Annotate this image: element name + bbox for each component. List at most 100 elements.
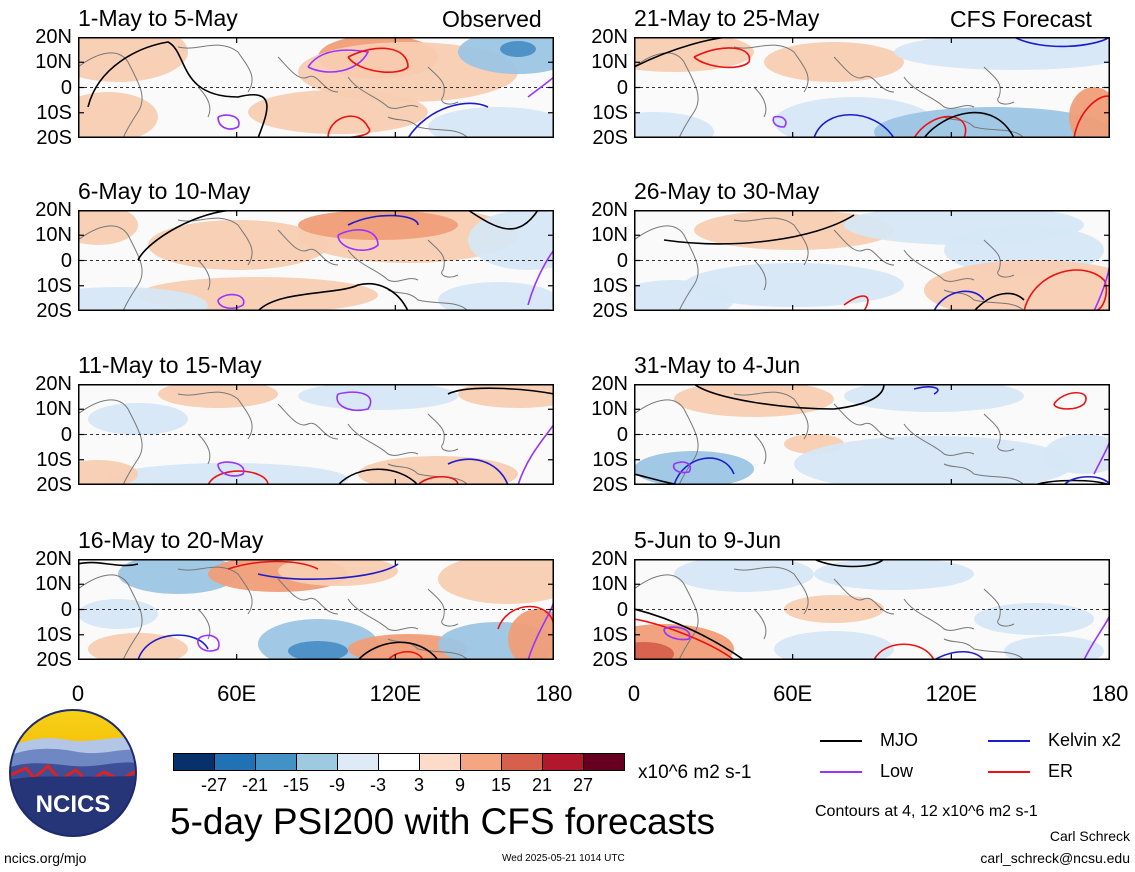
lat-label: 10N <box>35 224 72 247</box>
lat-label: 0 <box>616 423 628 446</box>
anomaly-fill <box>634 112 714 138</box>
lon-label: 60E <box>217 681 257 706</box>
colorbar-tick: 3 <box>413 775 424 795</box>
anomaly-map <box>634 37 1110 138</box>
colorbar-swatch <box>542 753 584 771</box>
anomaly-fill <box>634 37 754 72</box>
legend-line <box>820 771 862 773</box>
lat-label: 20N <box>591 373 628 395</box>
lat-label: 20N <box>591 548 628 570</box>
lat-label: 20N <box>591 26 628 48</box>
anomaly-fill <box>78 210 138 245</box>
wave-contour <box>663 214 855 245</box>
wave-contour <box>137 634 209 660</box>
lat-label: 10N <box>591 398 628 421</box>
footer-url[interactable]: ncics.org/mjo <box>4 850 87 866</box>
wave-contour <box>693 384 885 410</box>
lat-label: 20S <box>36 649 72 671</box>
legend-label: MJO <box>880 730 918 750</box>
anomaly-fill <box>358 456 518 485</box>
colorbar-swatch <box>378 753 420 771</box>
anomaly-map <box>78 37 554 138</box>
lat-label: 10N <box>591 573 628 596</box>
lon-label: 120E <box>925 681 978 706</box>
panel-title: 16-May to 20-May <box>78 527 264 553</box>
panel-title: 6-May to 10-May <box>78 178 251 204</box>
wave-contour <box>1053 392 1087 410</box>
anomaly-fill <box>148 220 328 270</box>
anomaly-fill <box>894 37 1110 70</box>
wave-contour <box>673 457 735 485</box>
wave-contour <box>693 47 751 69</box>
lat-label: 10S <box>592 274 628 297</box>
anomaly-fill <box>508 609 554 660</box>
wave-contour <box>843 295 869 311</box>
anomaly-fill <box>1069 87 1110 138</box>
legend-label: Kelvin x2 <box>1048 730 1122 750</box>
wave-contour <box>672 461 692 474</box>
lat-label: 20N <box>35 548 72 570</box>
panel-title: 31-May to 4-Jun <box>634 352 801 378</box>
lat-label: 20S <box>592 127 628 149</box>
lat-label: 20N <box>35 199 72 221</box>
colorbar-tick: -21 <box>241 775 268 795</box>
anomaly-fill <box>634 280 734 311</box>
wave-contour <box>813 114 895 138</box>
anomaly-map <box>78 210 554 311</box>
anomaly-fill <box>108 463 348 485</box>
lat-label: 10S <box>36 274 72 297</box>
anomaly-fill <box>1004 636 1104 660</box>
anomaly-fill <box>974 603 1094 635</box>
lat-label: 0 <box>616 598 628 621</box>
anomaly-map <box>634 384 1110 485</box>
wave-contour <box>1023 269 1108 311</box>
lat-label: 20S <box>592 649 628 671</box>
lat-label: 0 <box>60 423 72 446</box>
anomaly-fill <box>874 107 1110 138</box>
lon-label: 180 <box>1091 681 1129 706</box>
wave-contour <box>663 626 691 641</box>
lat-label: 10N <box>35 573 72 596</box>
footer-email[interactable]: carl_schreck@ncsu.edu <box>980 850 1130 866</box>
colorbar-swatch <box>583 753 625 771</box>
footer-author: Carl Schreck <box>1049 828 1130 844</box>
legend-label: ER <box>1048 761 1074 781</box>
logo-text: NCICS <box>36 791 111 818</box>
lat-label: 20S <box>36 474 72 496</box>
colorbar-swatch <box>214 753 256 771</box>
legend-line <box>820 740 862 742</box>
anomaly-map <box>634 210 1110 311</box>
lat-label: 10N <box>591 224 628 247</box>
colorbar-tick: 15 <box>490 775 512 795</box>
anomaly-fill <box>468 210 554 270</box>
wave-contour <box>913 386 939 395</box>
lat-label: 20N <box>35 26 72 48</box>
panel-title: 1-May to 5-May <box>78 5 238 31</box>
wave-contour <box>467 210 539 230</box>
wave-contour <box>217 114 240 130</box>
colorbar-tick: 21 <box>531 775 553 795</box>
anomaly-fill <box>774 631 894 660</box>
colorbar-tick: 9 <box>454 775 465 795</box>
lat-label: 0 <box>616 76 628 99</box>
lat-label: 10S <box>592 101 628 124</box>
lat-label: 20S <box>36 127 72 149</box>
anomaly-fill <box>298 210 458 240</box>
colorbar-swatch <box>296 753 338 771</box>
anomaly-fill <box>88 403 188 435</box>
legend-line <box>988 740 1030 742</box>
wave-contour <box>347 214 419 226</box>
wave-contour <box>217 461 245 477</box>
panel-title: 21-May to 25-May <box>634 5 820 31</box>
colorbar-tick: 27 <box>572 775 594 795</box>
lon-label: 60E <box>773 681 813 706</box>
anomaly-fill <box>88 633 188 660</box>
lat-label: 10S <box>36 448 72 471</box>
lat-label: 10S <box>36 101 72 124</box>
colorbar-swatch <box>419 753 461 771</box>
anomaly-fill <box>78 287 208 311</box>
lon-label: 120E <box>369 681 422 706</box>
anomaly-map <box>634 559 1110 660</box>
wave-contour <box>337 468 419 485</box>
lat-label: 20N <box>591 199 628 221</box>
